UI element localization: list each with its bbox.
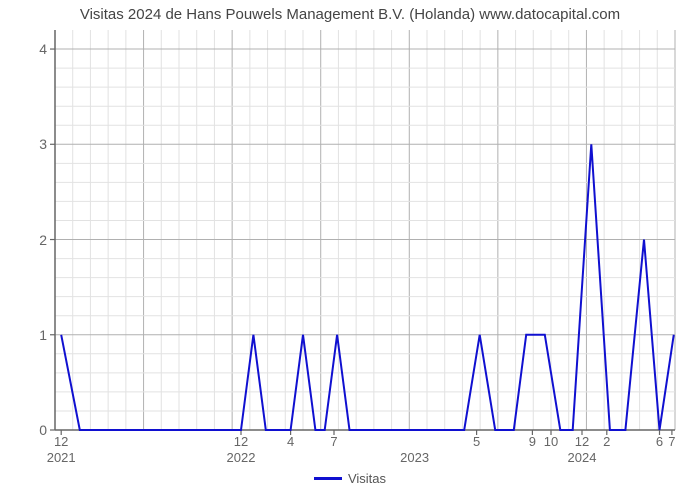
x-year-label: 2024 (568, 450, 597, 465)
x-tick-label: 10 (544, 430, 558, 449)
x-tick-label: 7 (330, 430, 337, 449)
x-tick-label: 12 (234, 430, 248, 449)
x-tick-label: 9 (529, 430, 536, 449)
x-tick-label: 6 (656, 430, 663, 449)
plot-area: 012341212475910122672021202220232024 (55, 30, 675, 430)
x-tick-label: 5 (473, 430, 480, 449)
x-year-label: 2023 (400, 450, 429, 465)
plot-svg (55, 30, 675, 430)
chart-title: Visitas 2024 de Hans Pouwels Management … (0, 6, 700, 23)
x-tick-label: 2 (603, 430, 610, 449)
y-tick-label: 0 (39, 422, 55, 438)
line-chart: Visitas 2024 de Hans Pouwels Management … (0, 0, 700, 500)
x-tick-label: 7 (668, 430, 675, 449)
x-year-label: 2021 (47, 450, 76, 465)
y-tick-label: 3 (39, 136, 55, 152)
legend: Visitas (0, 470, 700, 486)
legend-swatch (314, 477, 342, 480)
x-tick-label: 4 (287, 430, 294, 449)
x-year-label: 2022 (227, 450, 256, 465)
x-tick-label: 12 (54, 430, 68, 449)
y-tick-label: 1 (39, 327, 55, 343)
legend-label: Visitas (348, 471, 386, 486)
y-tick-label: 4 (39, 41, 55, 57)
y-tick-label: 2 (39, 232, 55, 248)
x-tick-label: 12 (575, 430, 589, 449)
